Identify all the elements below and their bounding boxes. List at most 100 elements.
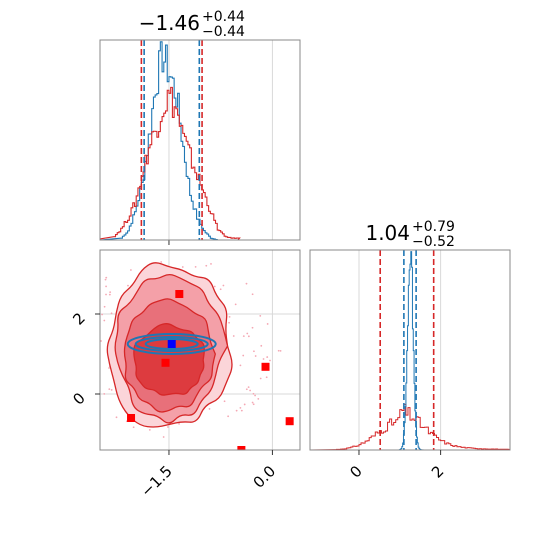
p3-sample-point (101, 313, 103, 316)
p3-sample-point (194, 266, 197, 268)
p3-sample-point (103, 393, 106, 395)
p3-sample-point (247, 386, 250, 389)
p3-sample-point (100, 340, 102, 342)
p3-sample-point (243, 403, 246, 406)
p1-title-sup: +0.44 (202, 9, 245, 25)
p3-sample-point (279, 349, 282, 352)
p3-sample-point (260, 344, 263, 347)
p3-sample-point (105, 285, 107, 288)
p3-sample-point (242, 354, 245, 357)
p3-sample-point (257, 397, 260, 400)
p2-xtick-label: 0 (346, 462, 365, 481)
p3-blue-contour-1 (134, 336, 209, 352)
p3-sample-point (219, 288, 222, 291)
p3-sample-point (85, 380, 87, 382)
p3-sample-point (178, 422, 180, 425)
p3-sample-point (259, 377, 262, 380)
p3-sample-point (252, 392, 255, 395)
p3-ytick-label: 0 (69, 389, 88, 408)
p3-sample-point (89, 323, 91, 325)
p3-sample-point (213, 285, 216, 288)
p3-sample-point (89, 360, 91, 362)
scatter-panel-2d: −1.5 0.0 0 2 (65, 249, 301, 501)
p3-sample-point (277, 349, 280, 352)
p1-data (100, 40, 300, 240)
p3-sample-point (89, 391, 91, 393)
p3-sample-point (76, 331, 78, 333)
p3-xtick-label: 0.0 (250, 462, 280, 492)
p3-sample-point (253, 350, 255, 353)
p2-xtick-label: 2 (428, 462, 447, 481)
p3-sample-point (127, 284, 129, 287)
p3-sample-point (210, 263, 212, 265)
p3-sample-point (235, 409, 238, 412)
p3-blue-contour-0 (126, 333, 217, 355)
p3-sample-point (222, 284, 225, 287)
p3-sample-point (181, 266, 184, 268)
p3-sample-point (148, 428, 151, 431)
p2-frame (309, 249, 511, 451)
p3-sample-point (249, 389, 252, 392)
p3-red-square (175, 290, 184, 298)
p3-sample-point (228, 315, 231, 318)
p3-sample-point (205, 264, 208, 267)
p3-sample-point (110, 312, 113, 315)
p3-sample-point (228, 321, 230, 324)
p3-sample-point (247, 335, 250, 338)
p3-sample-point (252, 403, 255, 406)
p3-sample-point (262, 358, 265, 360)
p3-sample-point (162, 436, 165, 438)
p3-sample-point (266, 323, 269, 325)
p3-sample-point (269, 359, 271, 362)
p3-sample-point (240, 409, 243, 412)
p3-sample-point (251, 326, 254, 329)
p3-sample-point (95, 286, 97, 288)
p3-sample-point (254, 355, 257, 357)
p3-sample-point (105, 293, 107, 296)
p3-sample-point (167, 426, 169, 428)
p2-hist-blue (395, 251, 425, 450)
p3-ytick-label: 2 (69, 309, 88, 328)
p3-xtick-label: −1.5 (137, 462, 175, 500)
p1-frame (99, 39, 301, 241)
p3-sample-point (81, 359, 83, 361)
p3-sample-point (251, 293, 254, 296)
p1-title-sub: −0.44 (202, 24, 245, 40)
p3-sample-point (110, 389, 113, 391)
p3-data (65, 261, 294, 450)
p3-red-square (285, 417, 294, 426)
p3-sample-point (81, 310, 83, 312)
p3-sample-point (75, 359, 77, 361)
p3-sample-point (108, 367, 110, 369)
p3-sample-point (92, 330, 94, 332)
p3-sample-point (103, 305, 106, 308)
p3-sample-point (104, 278, 107, 281)
p3-sample-point (65, 358, 67, 360)
p3-sample-point (115, 416, 118, 419)
p3-sample-point (82, 345, 84, 347)
p3-red-square (127, 414, 136, 422)
p3-sample-point (234, 303, 237, 306)
p3-sample-point (245, 282, 248, 285)
p3-sample-point (160, 261, 163, 263)
p2-title-sup: +0.79 (412, 219, 455, 235)
p3-sample-point (132, 426, 135, 429)
p3-sample-point (232, 335, 235, 337)
p3-sample-point (245, 388, 248, 391)
p3-sample-point (239, 406, 242, 409)
p2-grid (358, 250, 442, 450)
p3-sample-point (109, 291, 112, 294)
p3-sample-point (266, 356, 269, 358)
p3-blue-contour-2 (144, 338, 199, 350)
p3-blue-square (167, 340, 176, 348)
p3-sample-point (103, 319, 106, 322)
p3-sample-point (108, 388, 111, 391)
p3-sample-point (254, 394, 256, 397)
p3-sample-point (94, 394, 96, 396)
p3-sample-point (259, 314, 262, 317)
p2-data (310, 250, 510, 450)
p1-title-main: −1.46 (139, 11, 200, 35)
p3-sample-point (246, 332, 249, 335)
